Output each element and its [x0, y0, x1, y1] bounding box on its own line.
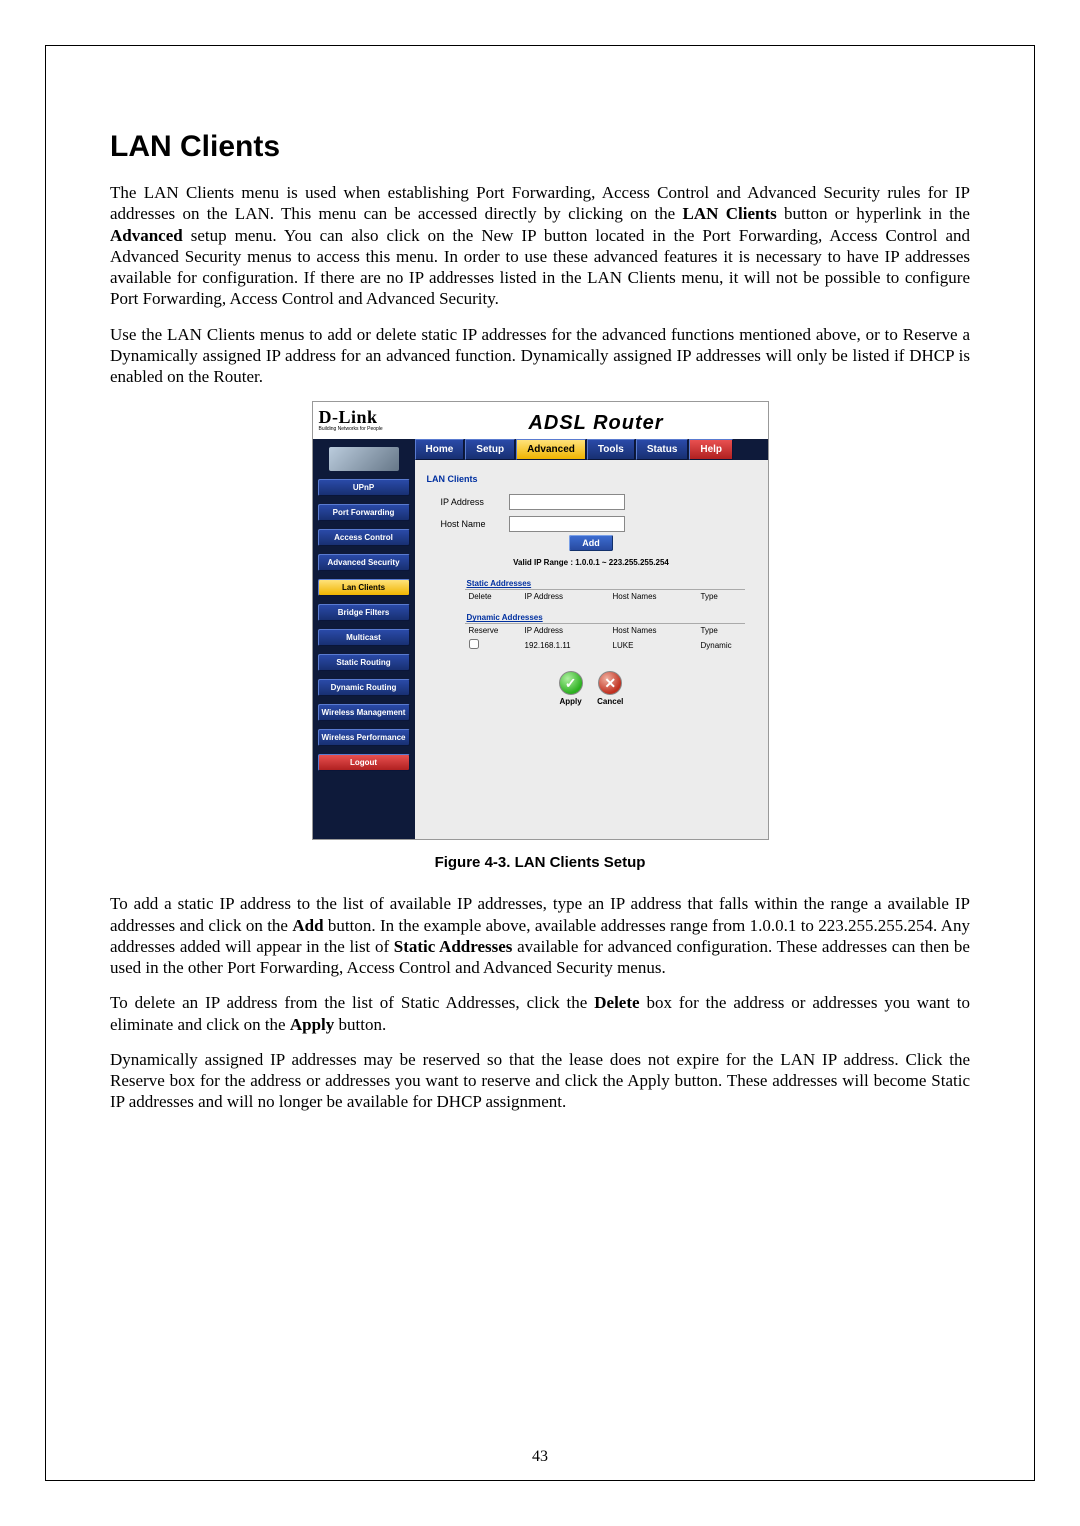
section-heading: LAN Clients: [110, 130, 970, 164]
logo-cell: D-Link Building Networks for People: [313, 402, 425, 439]
p4-text-a: To delete an IP address from the list of…: [110, 993, 594, 1012]
sidebar-item-advanced-security[interactable]: Advanced Security: [318, 554, 410, 571]
page-number: 43: [0, 1448, 1080, 1466]
static-addresses-header: Static Addresses: [467, 579, 756, 588]
main-panel: Home Setup Advanced Tools Status Help LA…: [415, 439, 768, 839]
sidebar: UPnP Port Forwarding Access Control Adva…: [313, 439, 415, 839]
tab-setup[interactable]: Setup: [465, 439, 515, 460]
input-host-name[interactable]: [509, 516, 625, 532]
paragraph-4: To delete an IP address from the list of…: [110, 992, 970, 1035]
valid-ip-range: Valid IP Range : 1.0.0.1 ~ 223.255.255.2…: [427, 558, 756, 567]
sidebar-item-access-control[interactable]: Access Control: [318, 529, 410, 546]
p3-bold-add: Add: [292, 916, 323, 935]
static-col-type: Type: [697, 590, 745, 604]
tab-status[interactable]: Status: [636, 439, 689, 460]
dyn-row-host: LUKE: [609, 637, 697, 653]
tab-tools[interactable]: Tools: [587, 439, 635, 460]
sidebar-item-wireless-management[interactable]: Wireless Management: [318, 704, 410, 721]
logo-tagline: Building Networks for People: [319, 426, 421, 432]
sidebar-item-port-forwarding[interactable]: Port Forwarding: [318, 504, 410, 521]
paragraph-1: The LAN Clients menu is used when establ…: [110, 182, 970, 310]
dynamic-addresses-table: Reserve IP Address Host Names Type 192.1…: [465, 623, 745, 653]
cancel-label: Cancel: [597, 697, 623, 706]
dyn-col-type: Type: [697, 624, 745, 638]
tab-home[interactable]: Home: [415, 439, 465, 460]
sidebar-item-multicast[interactable]: Multicast: [318, 629, 410, 646]
sidebar-item-static-routing[interactable]: Static Routing: [318, 654, 410, 671]
tab-advanced[interactable]: Advanced: [516, 439, 586, 460]
product-image: [329, 447, 399, 471]
logo-brand: D-Link: [319, 408, 421, 426]
dyn-col-host: Host Names: [609, 624, 697, 638]
static-addresses-table: Delete IP Address Host Names Type: [465, 589, 745, 603]
input-ip-address[interactable]: [509, 494, 625, 510]
sidebar-item-dynamic-routing[interactable]: Dynamic Routing: [318, 679, 410, 696]
close-icon: ✕: [598, 671, 622, 695]
action-row: ✓ Apply ✕ Cancel: [427, 671, 756, 706]
sidebar-item-upnp[interactable]: UPnP: [318, 479, 410, 496]
panel-title: LAN Clients: [427, 474, 756, 484]
p1-bold-lan-clients: LAN Clients: [683, 204, 777, 223]
paragraph-2: Use the LAN Clients menus to add or dele…: [110, 324, 970, 388]
sidebar-item-logout[interactable]: Logout: [318, 754, 410, 771]
tab-help[interactable]: Help: [689, 439, 733, 460]
tab-bar: Home Setup Advanced Tools Status Help: [415, 439, 768, 460]
sidebar-item-bridge-filters[interactable]: Bridge Filters: [318, 604, 410, 621]
label-host-name: Host Name: [441, 519, 509, 529]
dynamic-addresses-header: Dynamic Addresses: [467, 613, 756, 622]
router-title: ADSL Router: [528, 412, 663, 434]
check-icon: ✓: [559, 671, 583, 695]
static-col-delete: Delete: [465, 590, 521, 604]
add-button[interactable]: Add: [569, 535, 613, 551]
static-col-host: Host Names: [609, 590, 697, 604]
p4-text-e: button.: [334, 1015, 386, 1034]
dyn-col-ip: IP Address: [521, 624, 609, 638]
router-screenshot: D-Link Building Networks for People ADSL…: [312, 401, 769, 840]
router-title-cell: ADSL Router: [425, 402, 768, 439]
paragraph-3: To add a static IP address to the list o…: [110, 893, 970, 978]
dyn-row-type: Dynamic: [697, 637, 745, 653]
p4-bold-apply: Apply: [290, 1015, 334, 1034]
cancel-button[interactable]: ✕ Cancel: [597, 671, 623, 706]
paragraph-5: Dynamically assigned IP addresses may be…: [110, 1049, 970, 1113]
p1-text-e: setup menu. You can also click on the Ne…: [110, 226, 970, 309]
sidebar-item-lan-clients[interactable]: Lan Clients: [318, 579, 410, 596]
label-ip-address: IP Address: [441, 497, 509, 507]
dyn-col-reserve: Reserve: [465, 624, 521, 638]
p3-bold-static: Static Addresses: [394, 937, 513, 956]
static-col-ip: IP Address: [521, 590, 609, 604]
reserve-checkbox[interactable]: [469, 639, 479, 649]
figure-caption: Figure 4-3. LAN Clients Setup: [110, 854, 970, 871]
sidebar-item-wireless-performance[interactable]: Wireless Performance: [318, 729, 410, 746]
p4-bold-delete: Delete: [594, 993, 639, 1012]
p1-text-c: button or hyperlink in the: [777, 204, 970, 223]
table-row: 192.168.1.11 LUKE Dynamic: [465, 637, 745, 653]
apply-button[interactable]: ✓ Apply: [559, 671, 583, 706]
apply-label: Apply: [560, 697, 582, 706]
dyn-row-ip: 192.168.1.11: [521, 637, 609, 653]
p1-bold-advanced: Advanced: [110, 226, 183, 245]
